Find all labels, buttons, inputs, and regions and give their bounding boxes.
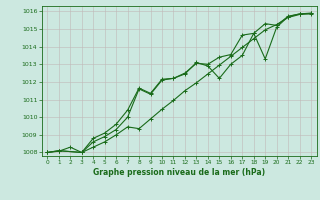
X-axis label: Graphe pression niveau de la mer (hPa): Graphe pression niveau de la mer (hPa) xyxy=(93,168,265,177)
